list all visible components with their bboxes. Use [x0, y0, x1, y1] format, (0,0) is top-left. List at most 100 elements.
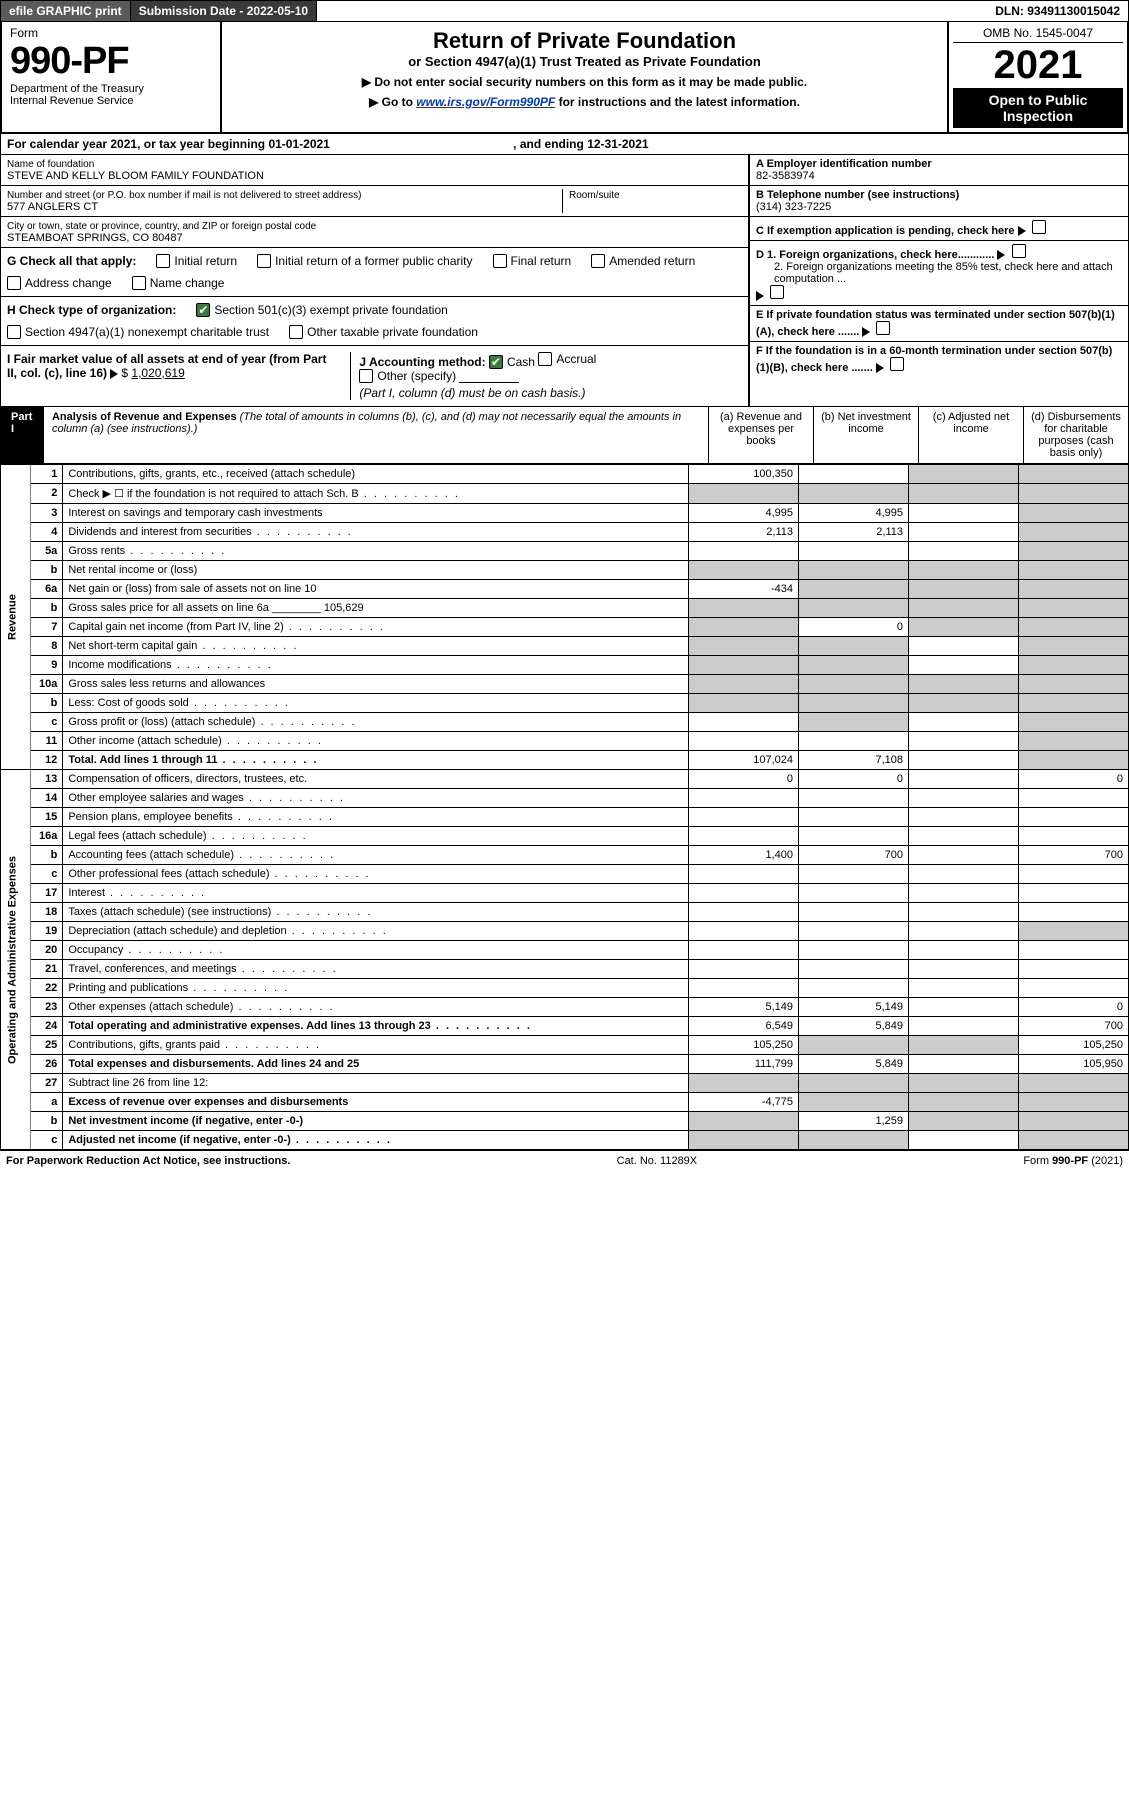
cb-amended-return[interactable]: Amended return: [591, 254, 695, 268]
cell-value: [1019, 523, 1129, 542]
cell-value: [689, 865, 799, 884]
line-number: b: [31, 1112, 63, 1131]
form-word: Form: [10, 26, 212, 40]
cell-value: [1019, 656, 1129, 675]
table-row: 14Other employee salaries and wages: [1, 789, 1129, 808]
part1-badge: Part I: [1, 407, 44, 463]
i-value: 1,020,619: [131, 366, 184, 380]
j-other: Other (specify): [377, 369, 456, 383]
cell-value: [799, 1131, 909, 1150]
cb-e[interactable]: [876, 321, 890, 335]
name-label: Name of foundation: [7, 159, 94, 170]
table-row: 7Capital gain net income (from Part IV, …: [1, 618, 1129, 637]
cell-value: [909, 1112, 1019, 1131]
cb-4947[interactable]: Section 4947(a)(1) nonexempt charitable …: [7, 325, 269, 339]
cell-value: [909, 998, 1019, 1017]
line-number: 10a: [31, 675, 63, 694]
line-number: c: [31, 865, 63, 884]
ein-label: A Employer identification number: [756, 158, 932, 170]
line-number: 17: [31, 884, 63, 903]
cell-value: [689, 561, 799, 580]
cell-value: [909, 618, 1019, 637]
line-desc: Check ▶ ☐ if the foundation is not requi…: [63, 484, 689, 504]
h-opt1: Section 501(c)(3) exempt private foundat…: [214, 303, 447, 317]
cell-value: [909, 922, 1019, 941]
calendar-year-row: For calendar year 2021, or tax year begi…: [0, 134, 1129, 155]
arrow-icon: [997, 250, 1005, 260]
e-label: E If private foundation status was termi…: [756, 309, 1115, 338]
col-a-header: (a) Revenue and expenses per books: [708, 407, 813, 463]
cb-accrual[interactable]: Accrual: [538, 352, 596, 366]
cell-value: [909, 599, 1019, 618]
cb-name-change[interactable]: Name change: [132, 276, 225, 290]
cb-d1[interactable]: [1012, 244, 1026, 258]
g-opt3: Amended return: [609, 254, 695, 268]
cb-initial-return[interactable]: Initial return: [156, 254, 237, 268]
col-d-header: (d) Disbursements for charitable purpose…: [1023, 407, 1128, 463]
cell-value: [1019, 751, 1129, 770]
cell-value: [909, 941, 1019, 960]
cell-value: [799, 637, 909, 656]
efile-button[interactable]: efile GRAPHIC print: [1, 1, 131, 21]
dln-label: DLN:: [995, 4, 1027, 18]
table-row: 19Depreciation (attach schedule) and dep…: [1, 922, 1129, 941]
cell-value: [799, 675, 909, 694]
other-specify-input[interactable]: [459, 382, 519, 383]
line-desc: Accounting fees (attach schedule): [63, 846, 689, 865]
table-row: 10aGross sales less returns and allowanc…: [1, 675, 1129, 694]
h-label: H Check type of organization:: [7, 303, 176, 317]
cb-other-taxable[interactable]: Other taxable private foundation: [289, 325, 478, 339]
cell-value: [799, 865, 909, 884]
ein-cell: A Employer identification number 82-3583…: [750, 155, 1128, 186]
cell-value: [909, 713, 1019, 732]
line-desc: Contributions, gifts, grants, etc., rece…: [63, 465, 689, 484]
cell-value: [1019, 713, 1129, 732]
cell-value: [689, 960, 799, 979]
arrow-icon: [756, 291, 764, 301]
line-desc: Contributions, gifts, grants paid: [63, 1036, 689, 1055]
cell-value: [799, 1036, 909, 1055]
cb-address-change[interactable]: Address change: [7, 276, 112, 290]
col-b-header: (b) Net investment income: [813, 407, 918, 463]
line-desc: Gross sales price for all assets on line…: [63, 599, 689, 618]
cell-value: 0: [799, 770, 909, 789]
line-number: c: [31, 1131, 63, 1150]
cell-value: 5,849: [799, 1017, 909, 1036]
irs-link[interactable]: www.irs.gov/Form990PF: [416, 95, 555, 109]
cb-d2[interactable]: [770, 285, 784, 299]
cell-value: [909, 884, 1019, 903]
cb-other[interactable]: Other (specify): [359, 369, 456, 383]
subdate-value: 2022-05-10: [247, 4, 308, 18]
cell-value: [909, 827, 1019, 846]
city-value: STEAMBOAT SPRINGS, CO 80487: [7, 232, 183, 244]
table-row: 6aNet gain or (loss) from sale of assets…: [1, 580, 1129, 599]
cb-c[interactable]: [1032, 220, 1046, 234]
cell-value: [799, 979, 909, 998]
cb-final-return[interactable]: Final return: [493, 254, 572, 268]
cell-value: [1019, 732, 1129, 751]
line-desc: Capital gain net income (from Part IV, l…: [63, 618, 689, 637]
footer-left: For Paperwork Reduction Act Notice, see …: [6, 1155, 290, 1167]
cell-value: [799, 694, 909, 713]
line-desc: Adjusted net income (if negative, enter …: [63, 1131, 689, 1150]
line-number: 9: [31, 656, 63, 675]
c-label: C If exemption application is pending, c…: [756, 225, 1015, 237]
table-row: cOther professional fees (attach schedul…: [1, 865, 1129, 884]
table-row: 9Income modifications: [1, 656, 1129, 675]
line-number: 2: [31, 484, 63, 504]
line-number: b: [31, 846, 63, 865]
table-row: 23Other expenses (attach schedule)5,1495…: [1, 998, 1129, 1017]
section-g: G Check all that apply: Initial return I…: [1, 248, 748, 297]
cell-value: [689, 808, 799, 827]
cell-value: -4,775: [689, 1093, 799, 1112]
table-row: 24Total operating and administrative exp…: [1, 1017, 1129, 1036]
cb-501c3[interactable]: ✔Section 501(c)(3) exempt private founda…: [196, 303, 447, 317]
line-desc: Net gain or (loss) from sale of assets n…: [63, 580, 689, 599]
line-desc: Travel, conferences, and meetings: [63, 960, 689, 979]
cb-cash[interactable]: ✔Cash: [489, 355, 535, 369]
cb-f[interactable]: [890, 357, 904, 371]
cell-value: [909, 770, 1019, 789]
line-desc: Total operating and administrative expen…: [63, 1017, 689, 1036]
cb-initial-former[interactable]: Initial return of a former public charit…: [257, 254, 472, 268]
cell-value: [799, 465, 909, 484]
